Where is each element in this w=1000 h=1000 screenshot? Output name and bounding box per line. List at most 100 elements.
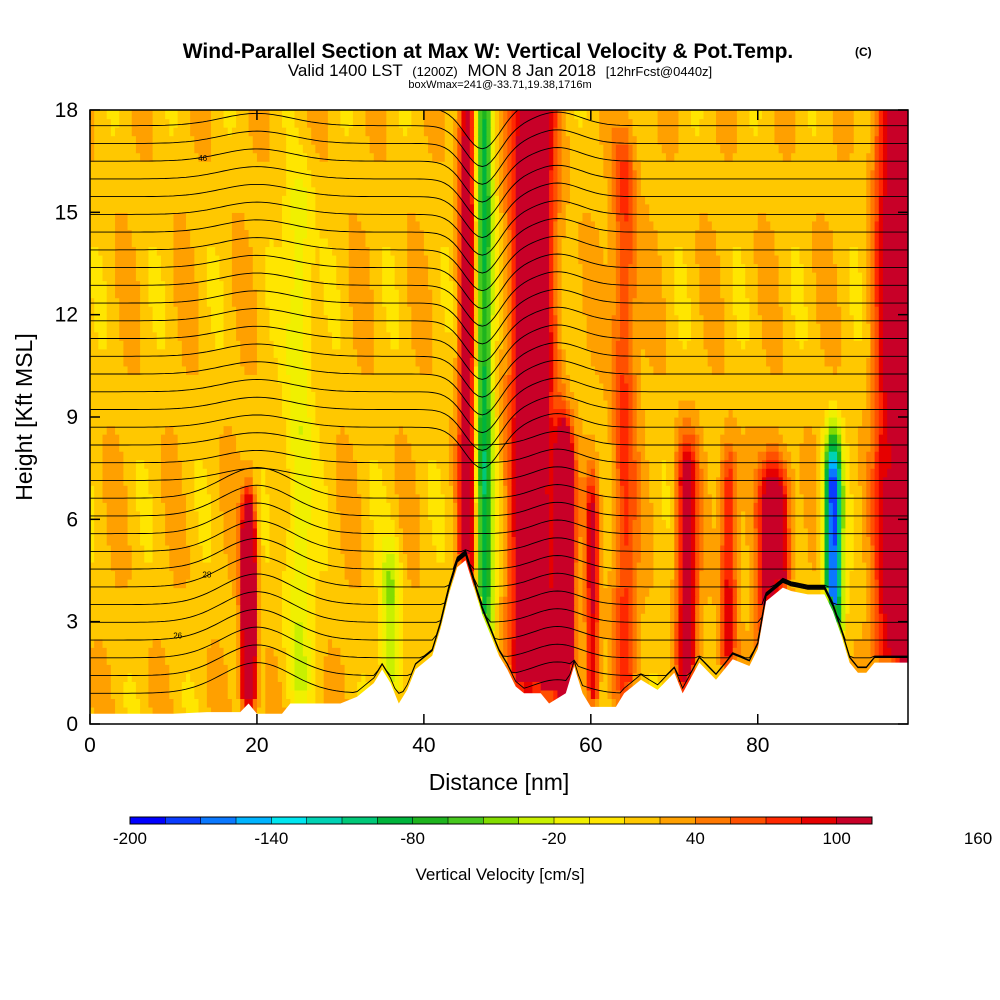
velocity-cell <box>90 340 99 350</box>
velocity-cell <box>837 536 842 546</box>
velocity-cell <box>582 613 588 623</box>
velocity-cell <box>261 527 271 537</box>
velocity-cell <box>707 476 717 486</box>
velocity-cell <box>294 630 304 640</box>
velocity-cell <box>294 519 312 529</box>
velocity-cell <box>615 229 621 239</box>
velocity-cell <box>252 476 262 486</box>
velocity-cell <box>457 340 463 350</box>
velocity-cell <box>841 527 846 537</box>
velocity-cell <box>494 638 500 648</box>
velocity-cell <box>373 348 417 358</box>
velocity-cell <box>90 357 124 367</box>
velocity-cell <box>586 689 592 700</box>
velocity-cell <box>820 519 826 529</box>
velocity-cell <box>407 246 425 256</box>
velocity-cell <box>582 579 588 589</box>
velocity-cell <box>549 152 554 162</box>
velocity-cell <box>382 570 387 580</box>
velocity-cell <box>716 647 721 657</box>
velocity-cell <box>461 468 471 478</box>
velocity-cell <box>307 161 454 171</box>
velocity-cell <box>503 391 508 401</box>
velocity-cell <box>315 254 321 265</box>
velocity-cell <box>878 519 884 529</box>
velocity-cell <box>874 382 880 393</box>
velocity-cell <box>837 468 842 478</box>
velocity-cell <box>878 408 884 418</box>
velocity-cell <box>102 254 116 265</box>
velocity-cell <box>457 468 463 478</box>
velocity-cell <box>716 630 721 640</box>
velocity-cell <box>615 655 621 665</box>
velocity-cell <box>290 391 308 401</box>
velocity-cell <box>682 502 692 512</box>
velocity-cell <box>611 203 617 213</box>
velocity-cell <box>636 237 659 248</box>
velocity-cell <box>453 357 458 367</box>
velocity-cell <box>344 672 362 682</box>
velocity-cell <box>736 476 755 486</box>
velocity-cell <box>499 459 504 469</box>
velocity-cell <box>724 314 738 324</box>
velocity-cell <box>265 263 296 273</box>
velocity-cell <box>494 161 500 171</box>
velocity-cell <box>515 203 550 213</box>
velocity-cell <box>398 630 404 640</box>
velocity-cell <box>553 374 559 384</box>
velocity-cell <box>603 246 609 256</box>
velocity-cell <box>428 135 446 145</box>
velocity-cell <box>398 425 404 435</box>
velocity-cell <box>473 544 479 555</box>
velocity-cell <box>148 681 170 691</box>
velocity-cell <box>828 459 838 469</box>
velocity-cell <box>724 621 734 631</box>
velocity-cell <box>878 263 884 273</box>
velocity-cell <box>173 706 187 717</box>
velocity-cell <box>824 451 830 461</box>
velocity-cell <box>841 306 851 316</box>
velocity-cell <box>874 399 880 410</box>
velocity-cell <box>286 178 296 188</box>
velocity-cell <box>674 442 680 452</box>
velocity-cell <box>878 382 884 393</box>
velocity-cell <box>632 638 638 648</box>
velocity-cell <box>615 237 621 248</box>
velocity-cell <box>219 434 237 444</box>
velocity-cell <box>490 596 496 606</box>
velocity-cell <box>686 272 700 282</box>
velocity-cell <box>724 519 734 529</box>
subtitle-valid: Valid 1400 LST <box>288 61 403 80</box>
velocity-cell <box>486 220 492 230</box>
velocity-cell <box>816 544 821 555</box>
velocity-cell <box>874 519 880 529</box>
velocity-cell <box>724 604 734 614</box>
velocity-cell <box>307 536 329 546</box>
velocity-cell <box>511 613 517 623</box>
velocity-cell <box>407 561 421 572</box>
velocity-cell <box>695 485 700 495</box>
velocity-cell <box>745 510 755 520</box>
velocity-cell <box>574 664 588 674</box>
velocity-cell <box>319 434 337 444</box>
velocity-cell <box>778 297 792 307</box>
velocity-cell <box>236 519 241 529</box>
velocity-cell <box>878 357 884 367</box>
velocity-cell <box>820 468 826 478</box>
velocity-cell <box>774 587 780 597</box>
velocity-cell <box>478 365 483 375</box>
velocity-cell <box>695 638 700 648</box>
velocity-cell <box>315 672 325 682</box>
velocity-cell <box>348 212 358 222</box>
velocity-cell <box>862 502 867 512</box>
velocity-cell <box>469 195 475 205</box>
velocity-cell <box>377 655 383 665</box>
velocity-cell <box>281 203 291 213</box>
velocity-cell <box>732 621 738 631</box>
velocity-cell <box>620 442 629 452</box>
velocity-cell <box>294 672 308 682</box>
velocity-cell <box>507 570 513 580</box>
velocity-cell <box>699 434 705 444</box>
velocity-cell <box>636 186 642 196</box>
velocity-cell <box>553 570 575 580</box>
